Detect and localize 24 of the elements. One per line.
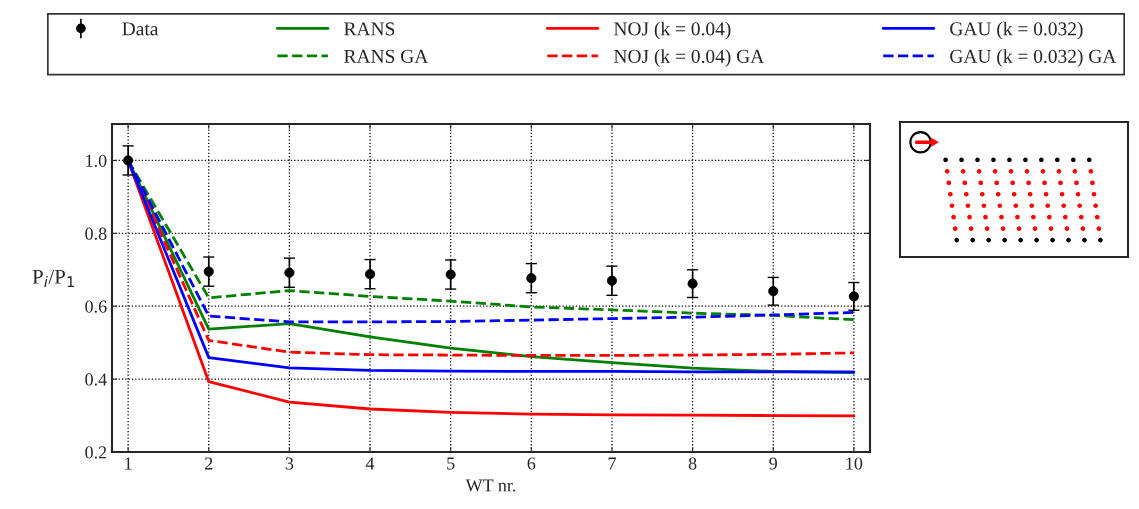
legend-label: NOJ (k = 0.04) GA bbox=[613, 49, 765, 67]
x-tick-label: 5 bbox=[447, 457, 455, 470]
x-tick-label: 9 bbox=[769, 457, 778, 470]
legend-label: GAU (k = 0.032) bbox=[950, 21, 1083, 40]
x-tick-label: 1 bbox=[125, 457, 132, 470]
x-axis-title: WT nr. bbox=[465, 479, 516, 492]
legend-label: Data bbox=[122, 22, 159, 36]
x-tick-label: 6 bbox=[527, 457, 536, 470]
x-tick-label: 8 bbox=[688, 457, 697, 470]
x-tick-label: 2 bbox=[205, 457, 213, 470]
x-tick-label: 3 bbox=[285, 457, 294, 470]
y-axis-title: P$_{i}$/P$_{1}$ bbox=[32, 269, 74, 287]
legend-label: NOJ (k = 0.04) bbox=[613, 21, 731, 40]
x-tick-label: 7 bbox=[608, 457, 616, 470]
y-tick-label: 0.6 bbox=[85, 300, 107, 313]
legend-label: RANS bbox=[344, 22, 395, 36]
x-tick-label: 4 bbox=[365, 457, 375, 470]
y-tick-label: 0.4 bbox=[85, 373, 107, 386]
y-tick-label: 1.0 bbox=[86, 154, 107, 167]
legend-label: GAU (k = 0.032) GA bbox=[950, 49, 1117, 67]
legend-label: RANS GA bbox=[344, 49, 429, 63]
y-tick-label: 0.8 bbox=[85, 227, 107, 240]
y-tick-label: 0.2 bbox=[85, 446, 107, 459]
x-tick-label: 10 bbox=[846, 457, 863, 470]
